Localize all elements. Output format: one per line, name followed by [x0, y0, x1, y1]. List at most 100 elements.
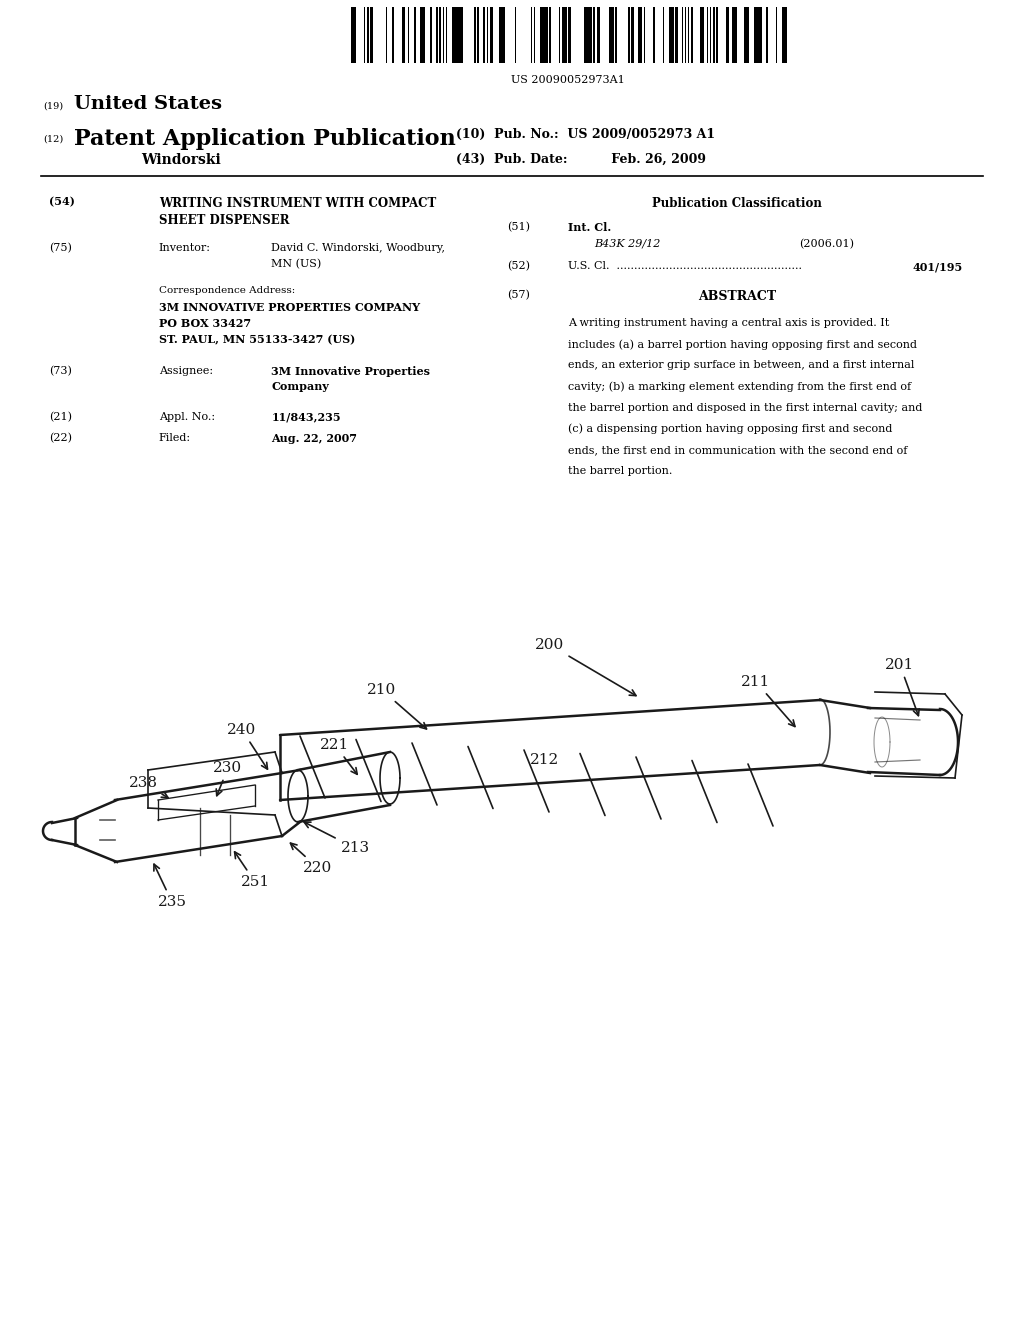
Text: 11/843,235: 11/843,235 — [271, 412, 341, 422]
Text: Publication Classification: Publication Classification — [652, 197, 822, 210]
Text: (22): (22) — [49, 433, 72, 444]
Text: 230: 230 — [213, 762, 243, 796]
Bar — [499, 7, 502, 63]
Bar — [351, 7, 354, 63]
Text: U.S. Cl.  .....................................................: U.S. Cl. ...............................… — [568, 261, 803, 272]
Text: 201: 201 — [886, 657, 920, 715]
Bar — [364, 7, 366, 63]
Text: ends, the first end in communication with the second end of: ends, the first end in communication wit… — [568, 445, 907, 455]
Bar — [716, 7, 718, 63]
Text: Patent Application Publication: Patent Application Publication — [74, 128, 456, 150]
Text: 235: 235 — [154, 865, 186, 909]
Bar — [609, 7, 612, 63]
Text: (43)  Pub. Date:          Feb. 26, 2009: (43) Pub. Date: Feb. 26, 2009 — [456, 153, 706, 166]
Text: the barrel portion and disposed in the first internal cavity; and: the barrel portion and disposed in the f… — [568, 403, 923, 413]
Bar — [713, 7, 715, 63]
Text: MN (US): MN (US) — [271, 259, 322, 269]
Bar — [354, 7, 356, 63]
Bar — [744, 7, 750, 63]
Bar — [562, 7, 566, 63]
Bar — [474, 7, 475, 63]
Bar — [452, 7, 455, 63]
Text: 221: 221 — [321, 738, 357, 775]
Text: ends, an exterior grip surface in between, and a first internal: ends, an exterior grip surface in betwee… — [568, 360, 914, 371]
Text: (51): (51) — [507, 222, 529, 232]
Bar — [392, 7, 394, 63]
Text: Company: Company — [271, 381, 330, 392]
Bar — [436, 7, 438, 63]
Bar — [754, 7, 757, 63]
Text: Int. Cl.: Int. Cl. — [568, 222, 611, 232]
Text: Inventor:: Inventor: — [159, 243, 211, 253]
Bar — [688, 7, 689, 63]
Text: PO BOX 33427: PO BOX 33427 — [159, 318, 251, 329]
Bar — [503, 7, 506, 63]
Bar — [766, 7, 768, 63]
Text: Aug. 22, 2007: Aug. 22, 2007 — [271, 433, 357, 444]
Bar — [691, 7, 692, 63]
Text: US 20090052973A1: US 20090052973A1 — [511, 75, 626, 86]
Bar — [430, 7, 431, 63]
Text: ABSTRACT: ABSTRACT — [698, 290, 776, 304]
Text: 213: 213 — [304, 822, 370, 855]
Text: 3M Innovative Properties: 3M Innovative Properties — [271, 366, 430, 376]
Bar — [442, 7, 444, 63]
Text: the barrel portion.: the barrel portion. — [568, 466, 673, 477]
Bar — [489, 7, 493, 63]
Bar — [550, 7, 551, 63]
Bar — [486, 7, 488, 63]
Text: (52): (52) — [507, 261, 529, 272]
Bar — [732, 7, 735, 63]
Bar — [776, 7, 777, 63]
Text: Windorski: Windorski — [141, 153, 221, 168]
Bar — [408, 7, 410, 63]
Bar — [439, 7, 441, 63]
Bar — [568, 7, 571, 63]
Text: Correspondence Address:: Correspondence Address: — [159, 286, 295, 296]
Text: (19): (19) — [43, 102, 63, 111]
Text: 238: 238 — [128, 776, 168, 797]
Bar — [424, 7, 425, 63]
Text: (10)  Pub. No.:  US 2009/0052973 A1: (10) Pub. No.: US 2009/0052973 A1 — [456, 128, 715, 141]
Bar — [386, 7, 387, 63]
Bar — [530, 7, 532, 63]
Bar — [367, 7, 369, 63]
Text: (2006.01): (2006.01) — [799, 239, 854, 249]
Bar — [669, 7, 674, 63]
Bar — [421, 7, 425, 63]
Bar — [631, 7, 635, 63]
Text: 212: 212 — [530, 752, 559, 767]
Bar — [515, 7, 516, 63]
Bar — [628, 7, 630, 63]
Bar — [726, 7, 729, 63]
Text: includes (a) a barrel portion having opposing first and second: includes (a) a barrel portion having opp… — [568, 339, 918, 350]
Text: 210: 210 — [368, 682, 427, 729]
Bar — [710, 7, 712, 63]
Bar — [401, 7, 404, 63]
Text: 211: 211 — [741, 675, 795, 726]
Bar — [459, 7, 463, 63]
Text: B43K 29/12: B43K 29/12 — [594, 239, 660, 249]
Bar — [612, 7, 614, 63]
Bar — [638, 7, 642, 63]
Bar — [543, 7, 547, 63]
Bar — [675, 7, 679, 63]
Bar — [584, 7, 587, 63]
Text: (12): (12) — [43, 135, 63, 144]
Text: David C. Windorski, Woodbury,: David C. Windorski, Woodbury, — [271, 243, 445, 253]
Bar — [597, 7, 600, 63]
Bar — [445, 7, 447, 63]
Text: 251: 251 — [234, 851, 269, 888]
Text: WRITING INSTRUMENT WITH COMPACT: WRITING INSTRUMENT WITH COMPACT — [159, 197, 436, 210]
Bar — [615, 7, 617, 63]
Text: 3M INNOVATIVE PROPERTIES COMPANY: 3M INNOVATIVE PROPERTIES COMPANY — [159, 302, 420, 313]
Bar — [559, 7, 560, 63]
Text: (73): (73) — [49, 366, 72, 376]
Bar — [707, 7, 709, 63]
Text: (75): (75) — [49, 243, 72, 253]
Bar — [540, 7, 543, 63]
Text: 220: 220 — [291, 843, 333, 875]
Text: Filed:: Filed: — [159, 433, 190, 444]
Bar — [760, 7, 762, 63]
Bar — [483, 7, 485, 63]
